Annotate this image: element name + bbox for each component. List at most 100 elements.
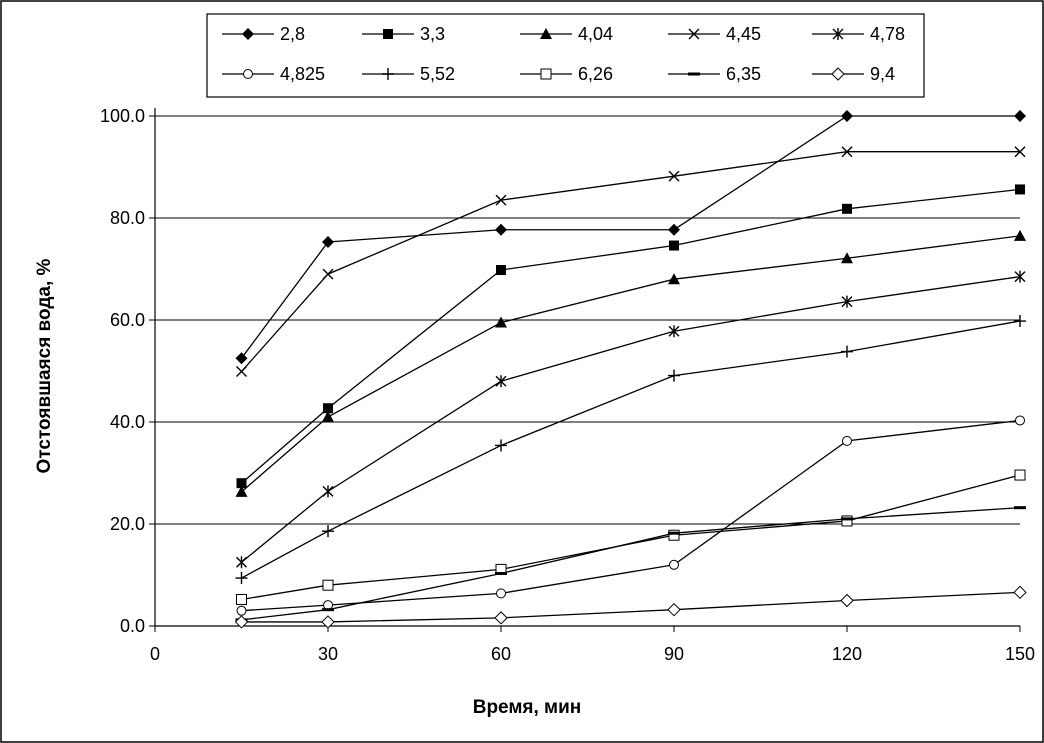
marker-plus bbox=[322, 525, 334, 538]
marker-x bbox=[495, 194, 507, 206]
marker-plus bbox=[668, 369, 680, 382]
x-tick-label: 30 bbox=[318, 644, 338, 664]
legend-label: 5,52 bbox=[420, 64, 455, 84]
legend-item: 6,35 bbox=[668, 64, 761, 84]
marker-circle-open bbox=[842, 435, 852, 446]
marker-square-filled bbox=[323, 403, 333, 414]
x-tick-label: 0 bbox=[150, 644, 160, 664]
marker-asterisk bbox=[832, 28, 844, 40]
marker-x bbox=[841, 146, 853, 158]
marker-asterisk bbox=[236, 556, 247, 569]
marker-circle-open bbox=[669, 559, 679, 570]
series-0 bbox=[235, 110, 1026, 365]
marker-diamond-filled bbox=[841, 110, 853, 122]
marker-diamond-open bbox=[840, 593, 854, 608]
marker-diamond-filled bbox=[322, 235, 334, 248]
series-group bbox=[234, 110, 1027, 629]
marker-diamond-open bbox=[831, 67, 845, 81]
marker-square-open bbox=[236, 593, 247, 605]
x-tick-label: 90 bbox=[664, 644, 684, 664]
legend-box bbox=[206, 13, 925, 98]
series-line bbox=[241, 151, 1020, 372]
legend-label: 4,825 bbox=[280, 64, 325, 84]
marker-asterisk bbox=[841, 295, 853, 308]
tick-labels: 0.0 20.0 40.0 60.0 80.0 100.0 0 30 60 90 120 150 bbox=[100, 106, 1035, 664]
axes bbox=[149, 108, 1021, 632]
marker-diamond-open bbox=[1013, 585, 1027, 600]
series-6 bbox=[235, 315, 1026, 585]
marker-square-open bbox=[841, 515, 853, 527]
marker-triangle-filled bbox=[495, 316, 507, 328]
marker-square-filled bbox=[236, 478, 247, 489]
series-line bbox=[241, 235, 1021, 493]
y-tick-label: 100.0 bbox=[100, 106, 145, 126]
marker-asterisk bbox=[322, 485, 334, 498]
y-tick-label: 20.0 bbox=[110, 514, 145, 534]
x-tick-label: 120 bbox=[832, 644, 862, 664]
marker-square-open bbox=[668, 529, 680, 541]
y-tick-label: 0.0 bbox=[120, 616, 145, 636]
marker-circle-open bbox=[1015, 415, 1025, 426]
marker-triangle-filled bbox=[540, 28, 552, 39]
marker-asterisk bbox=[1014, 270, 1026, 283]
series-line bbox=[241, 419, 1021, 612]
marker-square-filled bbox=[1015, 184, 1025, 195]
marker-asterisk bbox=[495, 375, 507, 388]
legend-label: 6,26 bbox=[578, 64, 613, 84]
marker-triangle-filled bbox=[841, 252, 853, 264]
gridlines bbox=[155, 115, 1020, 525]
marker-diamond-open bbox=[667, 602, 681, 617]
marker-circle-open bbox=[243, 69, 253, 79]
legend-label: 3,3 bbox=[420, 24, 445, 44]
series-line bbox=[241, 276, 1021, 563]
marker-triangle-filled bbox=[1014, 229, 1026, 241]
marker-diamond-open bbox=[494, 611, 508, 625]
legend-item: 5,52 bbox=[362, 64, 455, 84]
marker-diamond-open bbox=[321, 615, 335, 629]
marker-triangle-filled bbox=[322, 410, 334, 422]
marker-plus bbox=[235, 572, 248, 585]
marker-x bbox=[236, 366, 247, 378]
y-tick-label: 40.0 bbox=[110, 412, 145, 432]
marker-diamond-filled bbox=[668, 223, 680, 236]
series-4 bbox=[236, 270, 1026, 569]
marker-diamond-filled bbox=[495, 223, 507, 236]
legend-label: 4,45 bbox=[726, 24, 761, 44]
marker-diamond-open bbox=[234, 615, 249, 629]
series-3 bbox=[236, 146, 1026, 378]
marker-x bbox=[668, 170, 680, 182]
marker-plus bbox=[495, 439, 507, 452]
series-7 bbox=[236, 469, 1026, 605]
legend-label: 4,04 bbox=[578, 24, 613, 44]
legend-item: 4,78 bbox=[812, 24, 905, 44]
marker-x bbox=[1014, 146, 1026, 158]
legend-item: 4,04 bbox=[520, 24, 613, 44]
marker-square-filled bbox=[842, 203, 852, 214]
marker-diamond-filled bbox=[242, 28, 254, 40]
marker-square-open bbox=[322, 579, 334, 591]
series-line bbox=[241, 474, 1021, 601]
y-tick-label: 80.0 bbox=[110, 208, 145, 228]
x-axis-title: Время, мин bbox=[473, 697, 582, 718]
legend: 2,8 3,3 4,04 4,45 4,78 4,825 5,52 6,26 6,35 9,4 bbox=[206, 13, 925, 98]
series-line bbox=[241, 320, 1021, 579]
series-line bbox=[241, 507, 1021, 621]
legend-item: 6,26 bbox=[520, 64, 613, 84]
marker-circle-open bbox=[236, 605, 247, 616]
series-9 bbox=[234, 585, 1027, 629]
marker-plus bbox=[1014, 315, 1026, 328]
marker-triangle-filled bbox=[235, 485, 248, 497]
y-tick-label: 60.0 bbox=[110, 310, 145, 330]
series-line bbox=[240, 115, 1020, 359]
marker-square-filled bbox=[383, 29, 393, 39]
series-5 bbox=[236, 415, 1025, 616]
marker-square-open bbox=[1014, 469, 1026, 481]
series-line bbox=[241, 188, 1021, 484]
x-tick-label: 60 bbox=[491, 644, 511, 664]
marker-plus bbox=[841, 345, 853, 358]
x-tick-label: 150 bbox=[1005, 644, 1035, 664]
series-1 bbox=[236, 184, 1025, 489]
legend-item: 9,4 bbox=[812, 64, 895, 84]
legend-item: 2,8 bbox=[222, 24, 305, 44]
